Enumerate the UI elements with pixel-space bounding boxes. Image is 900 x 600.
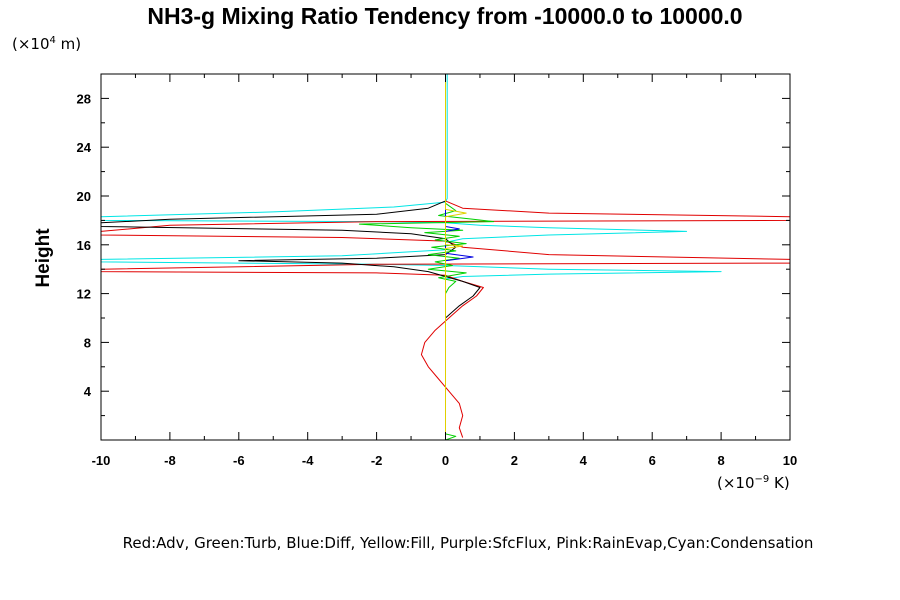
x-tick-label: -6: [233, 453, 245, 468]
x-tick-label: -10: [92, 453, 111, 468]
x-tick-label: 2: [511, 453, 518, 468]
x-tick-label: 0: [442, 453, 449, 468]
y-tick-label: 4: [84, 384, 92, 399]
y-unit-exponent: 4: [50, 35, 56, 46]
y-tick-label: 12: [77, 287, 91, 302]
y-axis-label: Height: [33, 228, 54, 288]
y-tick-label: 8: [84, 335, 91, 350]
series-line-condensation: [100, 74, 722, 440]
legend-text: Red:Adv, Green:Turb, Blue:Diff, Yellow:F…: [123, 534, 814, 552]
series-line-fill: [445, 74, 467, 440]
x-tick-label: -8: [164, 453, 176, 468]
x-tick-label: -4: [302, 453, 314, 468]
x-tick-label: 4: [580, 453, 588, 468]
series-line-turb: [358, 74, 495, 441]
series-line-total: [100, 74, 481, 440]
y-tick-label: 24: [77, 140, 92, 155]
y-unit-suffix: m): [56, 35, 81, 53]
chart-title: NH3-g Mixing Ratio Tendency from -10000.…: [147, 3, 742, 29]
x-tick-label: 8: [717, 453, 724, 468]
x-tick-label: -2: [371, 453, 383, 468]
x-tick-label: 10: [783, 453, 797, 468]
y-unit-label: (×104 m): [12, 35, 81, 53]
x-unit-exponent: −9: [755, 474, 770, 485]
series-layer: [100, 74, 791, 441]
x-unit-suffix: K): [769, 474, 789, 492]
y-tick-label: 16: [77, 238, 91, 253]
x-unit-prefix: (×10: [717, 474, 755, 492]
x-unit-label: (×10−9 K): [717, 474, 790, 492]
y-tick-label: 20: [77, 189, 91, 204]
y-tick-label: 28: [77, 91, 91, 106]
x-tick-label: 6: [649, 453, 656, 468]
y-unit-prefix: (×10: [12, 35, 50, 53]
